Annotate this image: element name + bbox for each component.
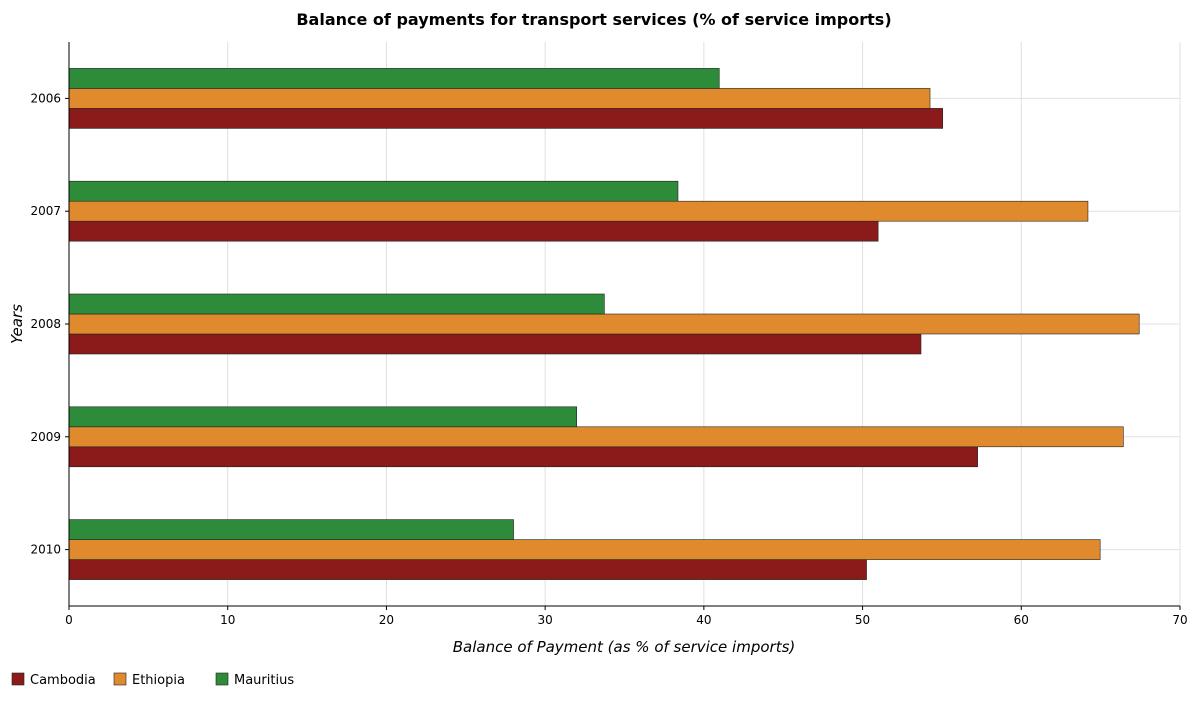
x-tick-label: 70 (1172, 613, 1187, 627)
x-tick-label: 0 (65, 613, 73, 627)
y-tick-label: 2009 (30, 430, 61, 444)
legend-swatch-cambodia (11, 672, 25, 686)
bar-ethiopia-2008 (68, 313, 1140, 335)
bar-cambodia-2007 (68, 220, 879, 242)
x-tick-label: 60 (1014, 613, 1029, 627)
bar-ethiopia-2010 (68, 539, 1101, 560)
y-tick-label: 2008 (30, 317, 61, 331)
bar-ethiopia-2007 (68, 200, 1089, 222)
chart-title: Balance of payments for transport servic… (296, 10, 891, 29)
legend-label-cambodia: Cambodia (30, 673, 96, 688)
x-tick-label: 30 (538, 613, 553, 627)
x-tick-label: 50 (855, 613, 870, 627)
legend-swatch-ethiopia (113, 672, 127, 686)
bar-mauritius-2006 (68, 68, 720, 89)
bar-cambodia-2006 (68, 108, 944, 129)
bar-mauritius-2007 (68, 180, 679, 202)
legend-swatch-mauritius (215, 672, 229, 686)
bars (68, 68, 1140, 580)
bar-mauritius-2008 (68, 293, 605, 315)
x-tick-label: 20 (379, 613, 394, 627)
legend-label-ethiopia: Ethiopia (132, 673, 185, 688)
bar-cambodia-2010 (68, 559, 867, 580)
y-tick-label: 2007 (30, 204, 61, 218)
bar-ethiopia-2006 (68, 88, 931, 109)
x-tick-label: 10 (220, 613, 235, 627)
bar-cambodia-2008 (68, 333, 922, 355)
bar-ethiopia-2009 (68, 426, 1124, 448)
bar-cambodia-2009 (68, 446, 978, 468)
bar-mauritius-2009 (68, 406, 578, 428)
legend: Cambodia Ethiopia Mauritius (11, 672, 294, 688)
y-axis-label: Years (8, 304, 26, 344)
x-tick-label: 40 (696, 613, 711, 627)
bar-mauritius-2010 (68, 519, 514, 540)
axes: 0 10 20 30 40 50 60 70 2006 2007 2008 2009 2010 (30, 42, 1188, 627)
legend-label-mauritius: Mauritius (234, 673, 294, 688)
y-tick-label: 2010 (30, 543, 61, 557)
x-axis-label: Balance of Payment (as % of service impo… (453, 638, 796, 656)
y-tick-label: 2006 (30, 91, 61, 105)
